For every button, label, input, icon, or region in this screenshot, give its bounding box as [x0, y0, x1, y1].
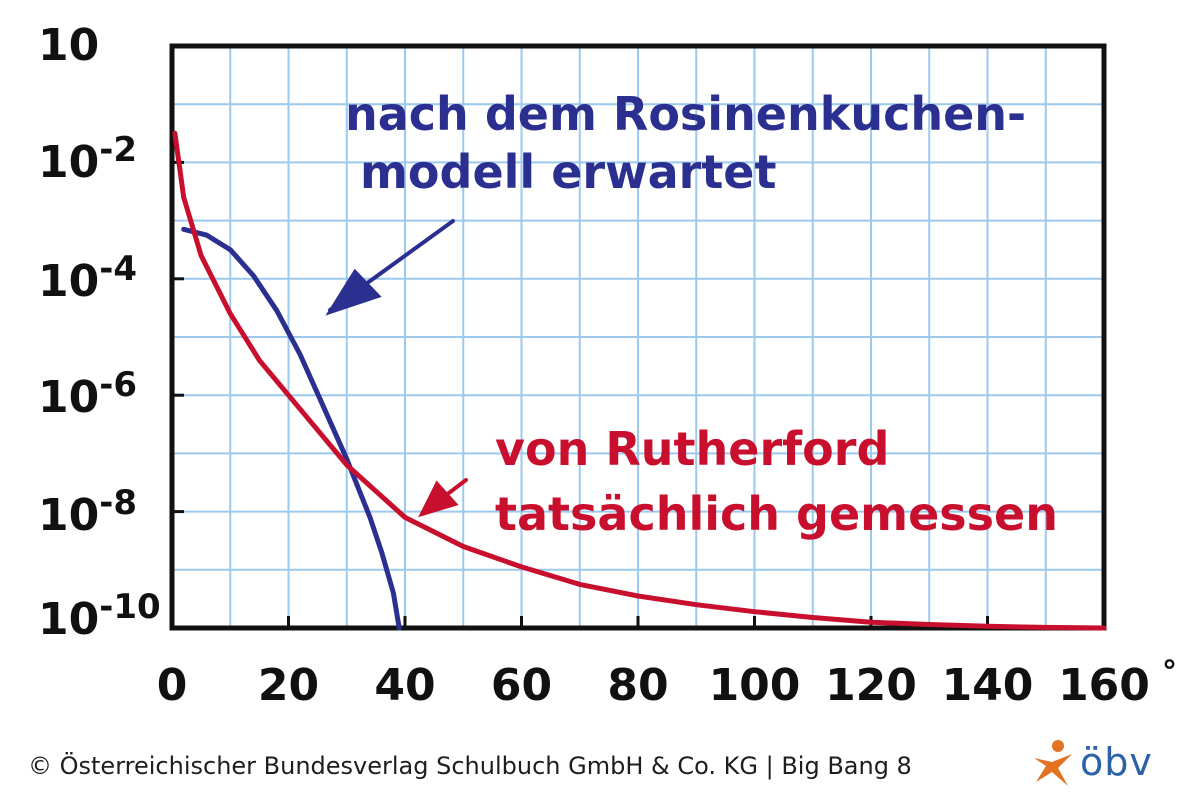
- y-tick-label-10: 10: [38, 20, 99, 71]
- x-tick-label-20: 20: [258, 660, 319, 711]
- blue-annotation-line2: modell erwartet: [360, 145, 777, 199]
- x-tick-label-0: 0: [157, 660, 188, 711]
- red-arrow: [418, 478, 468, 518]
- x-tick-label-100: 100: [709, 660, 801, 711]
- x-tick-label-40: 40: [374, 660, 435, 711]
- y-tick-label-10-4: 10-4: [38, 249, 137, 307]
- y-tick-label-10-10: 10-10: [38, 587, 161, 645]
- blue-annotation-line1: nach dem Rosinenkuchen-: [345, 87, 1026, 141]
- blue-arrow: [325, 219, 455, 316]
- x-tick-label-120: 120: [825, 660, 917, 711]
- x-tick-label-80: 80: [607, 660, 668, 711]
- ticks: [170, 44, 1106, 630]
- series-layer: [172, 130, 1107, 631]
- y-tick-label-10-2: 10-2: [38, 130, 137, 188]
- x-tick-label-60: 60: [491, 660, 552, 711]
- series-line-rutherford: [172, 130, 1107, 631]
- grid: [172, 46, 1104, 628]
- series-line-rosinenkuchen: [181, 226, 402, 631]
- y-tick-label-10-8: 10-8: [38, 483, 137, 541]
- obv-logo-text: öbv: [1080, 740, 1153, 784]
- copyright-footer: © Österreichischer Bundesverlag Schulbuc…: [28, 752, 912, 780]
- obv-logo-icon: [1034, 740, 1072, 786]
- y-tick-label-10-6: 10-6: [38, 365, 137, 423]
- red-annotation-line1: von Rutherford: [495, 422, 889, 476]
- obv-logo: öbv: [1028, 736, 1178, 790]
- x-tick-label-160: 160: [1058, 660, 1150, 711]
- x-unit-label: °: [1162, 655, 1177, 690]
- red-annotation-line2: tatsächlich gemessen: [495, 487, 1058, 541]
- x-tick-label-140: 140: [942, 660, 1034, 711]
